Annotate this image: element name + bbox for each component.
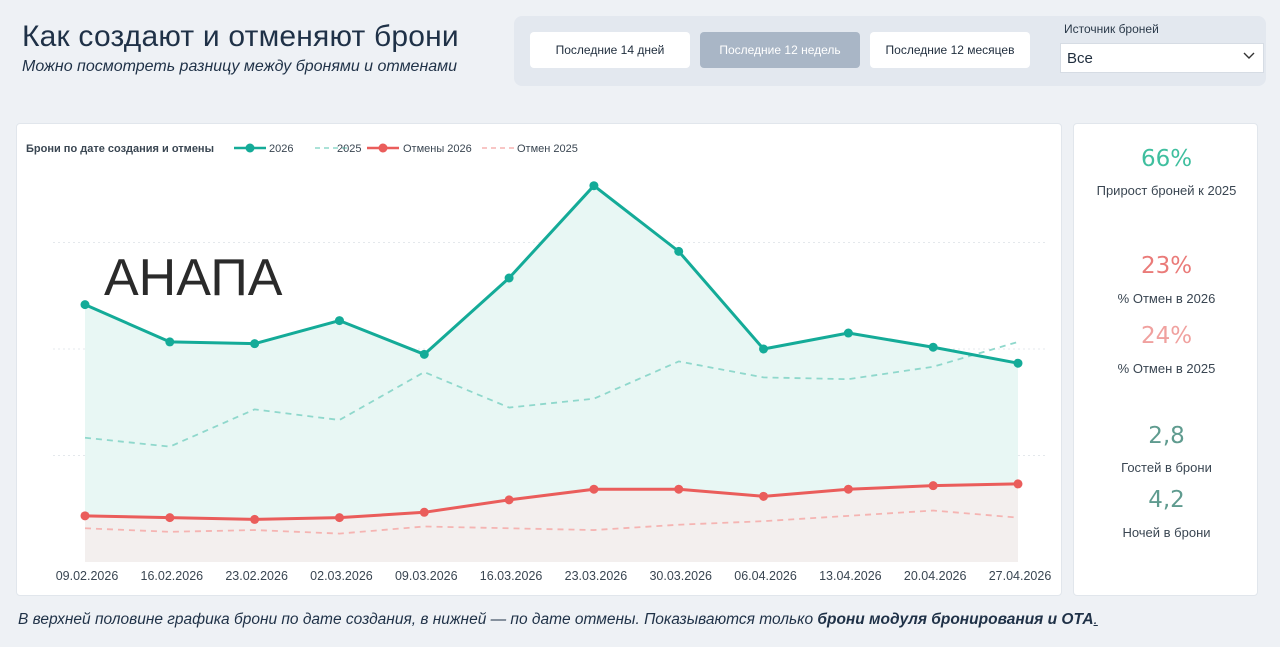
point-series-3-4	[334, 513, 344, 523]
x-tick-label-2: 16.02.2026	[141, 569, 204, 583]
kpi-growth-label: Прирост броней к 2025	[1096, 183, 1237, 198]
source-select-value: Все	[1067, 49, 1093, 67]
point-series-3-2	[165, 513, 175, 523]
kpi-guests-value: 2,8	[1148, 423, 1185, 449]
kpi-cancel-2026-label: % Отмен в 2026	[1117, 291, 1216, 306]
period-button-14-days[interactable]: Последние 14 дней	[530, 32, 690, 68]
kpi-card: 66% Прирост броней к 2025 23% % Отмен в …	[1073, 123, 1258, 596]
filter-panel: Последние 14 дней Последние 12 недель По…	[514, 16, 1266, 86]
point-series-3-5	[419, 507, 429, 517]
page-title: Как создают и отменяют брони	[22, 20, 459, 53]
source-select[interactable]: Все	[1060, 43, 1264, 73]
x-tick-label-9: 06.04.2026	[734, 569, 797, 583]
footnote-end: .	[1093, 611, 1098, 628]
period-button-12-weeks[interactable]: Последние 12 недель	[700, 32, 860, 68]
point-series-1-6	[504, 273, 514, 283]
point-series-1-5	[419, 349, 429, 359]
legend-label-2: 2025	[337, 143, 361, 155]
point-series-1-2	[165, 337, 175, 347]
page-subtitle: Можно посмотреть разницу между бронями и…	[22, 58, 458, 75]
point-series-3-12	[1013, 479, 1023, 489]
kpi-nights-label: Ночей в брони	[1122, 525, 1211, 540]
legend-marker-1	[245, 143, 255, 153]
point-series-1-7	[589, 181, 599, 191]
x-tick-label-7: 23.03.2026	[565, 569, 628, 583]
x-tick-label-11: 20.04.2026	[904, 569, 967, 583]
x-tick-label-12: 27.04.2026	[989, 569, 1052, 583]
legend-label-3: Отмены 2026	[403, 143, 472, 155]
legend-label-4: Отмен 2025	[517, 143, 578, 155]
x-tick-label-6: 16.03.2026	[480, 569, 543, 583]
point-series-3-10	[843, 484, 853, 494]
point-series-3-11	[928, 481, 938, 491]
point-series-3-1	[80, 511, 90, 521]
point-series-1-3	[250, 339, 260, 349]
chart-title: Брони по дате создания и отмены	[26, 143, 214, 155]
x-tick-label-1: 09.02.2026	[56, 569, 119, 583]
legend-label-1: 2026	[269, 143, 293, 155]
x-tick-label-5: 09.03.2026	[395, 569, 458, 583]
x-tick-label-4: 02.03.2026	[310, 569, 373, 583]
source-label: Источник броней	[1064, 22, 1159, 36]
footnote-text: В верхней половине графика брони по дате…	[18, 611, 818, 628]
point-series-1-1	[80, 300, 90, 310]
point-series-1-11	[928, 342, 938, 352]
line-series-2	[84, 341, 1019, 448]
period-button-12-months[interactable]: Последние 12 месяцев	[870, 32, 1030, 68]
bookings-chart: 09.02.2026 16.02.2026 23.02.2026 02.03.2026…	[26, 143, 1052, 583]
kpi-guests-label: Гостей в брони	[1121, 460, 1212, 475]
point-series-1-8	[674, 246, 684, 256]
point-series-1-10	[843, 328, 853, 338]
legend-marker-3	[378, 143, 388, 153]
point-series-3-7	[589, 484, 599, 494]
overlay-label: АНАПА	[104, 249, 283, 307]
point-series-1-9	[759, 344, 769, 354]
line-series-4	[84, 509, 1019, 535]
point-series-3-3	[250, 514, 260, 524]
point-series-3-6	[504, 495, 514, 505]
kpi-growth-value: 66%	[1140, 146, 1193, 172]
x-tick-label-3: 23.02.2026	[225, 569, 288, 583]
point-series-1-4	[334, 316, 344, 326]
kpi-cancel-2025-label: % Отмен в 2025	[1117, 361, 1216, 376]
point-series-3-9	[759, 491, 769, 501]
line-series-3	[84, 482, 1019, 521]
area-series-3	[85, 483, 1018, 562]
chevron-down-icon	[1243, 52, 1255, 59]
x-tick-label-10: 13.04.2026	[819, 569, 882, 583]
kpi-nights-value: 4,2	[1148, 487, 1185, 513]
line-series-1	[84, 184, 1019, 365]
footnote-bold: брони модуля бронирования и ОТА	[817, 611, 1094, 628]
x-tick-label-8: 30.03.2026	[649, 569, 712, 583]
area-series-1	[85, 185, 1018, 562]
chart-card: 09.02.2026 16.02.2026 23.02.2026 02.03.2026…	[16, 123, 1062, 596]
point-series-3-8	[674, 484, 684, 494]
kpi-cancel-2025-value: 24%	[1140, 323, 1193, 349]
footnote: В верхней половине графика брони по дате…	[18, 611, 1098, 629]
kpi-cancel-2026-value: 23%	[1140, 253, 1193, 279]
point-series-1-12	[1013, 358, 1023, 368]
